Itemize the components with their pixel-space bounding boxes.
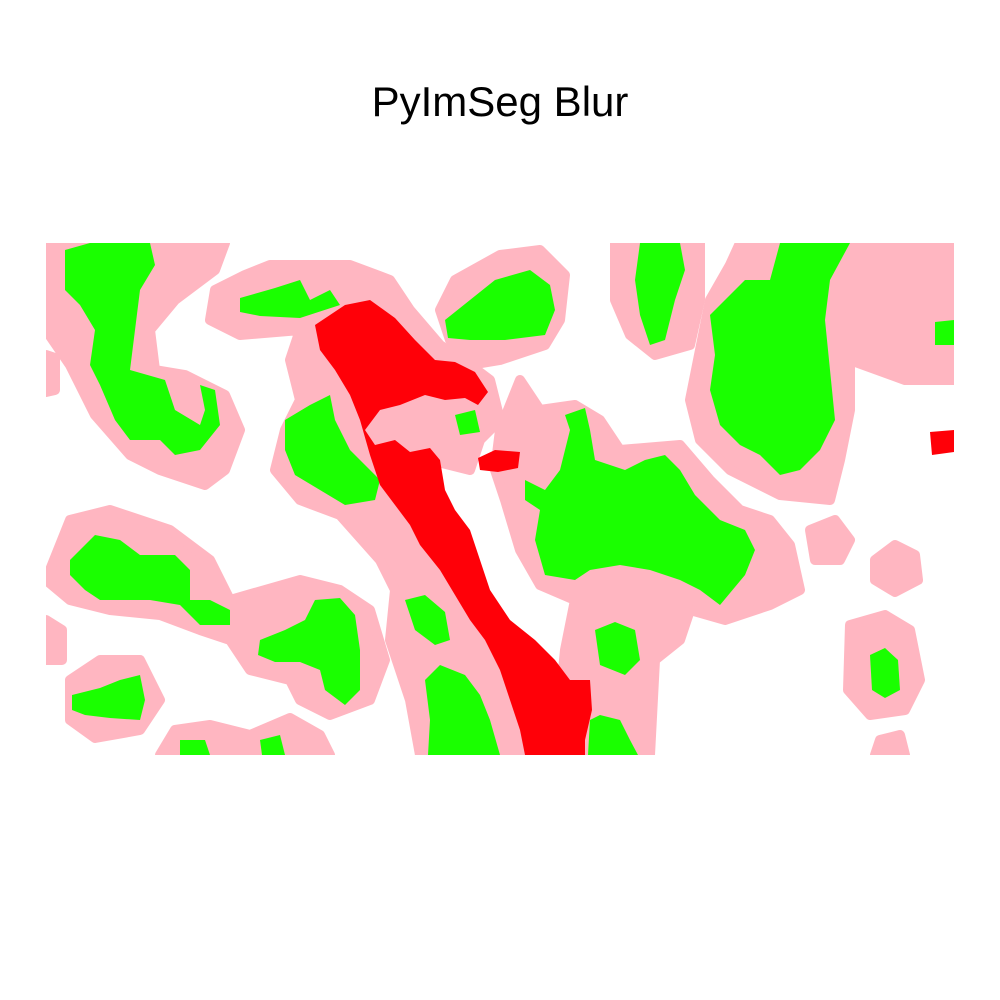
- halo-region: [870, 540, 923, 597]
- foreground-region: [70, 535, 230, 625]
- highlight-region: [478, 450, 520, 472]
- foreground-region: [65, 243, 220, 455]
- foreground-region: [285, 395, 380, 505]
- highlight-region: [315, 300, 592, 755]
- foreground-region: [180, 740, 210, 755]
- foreground-region: [935, 320, 954, 345]
- foreground-region: [72, 675, 145, 720]
- figure-title: PyImSeg Blur: [371, 78, 629, 125]
- halo-region: [46, 350, 60, 397]
- halo-region: [870, 730, 910, 755]
- foreground-region: [405, 595, 450, 645]
- foreground-layer: [65, 243, 954, 755]
- foreground-region: [240, 280, 340, 318]
- halo-region: [805, 515, 855, 565]
- halo-region: [840, 290, 875, 325]
- highlight-layer: [315, 300, 954, 755]
- foreground-region: [525, 408, 755, 605]
- foreground-region: [455, 410, 480, 435]
- foreground-region: [258, 598, 360, 705]
- foreground-region: [870, 648, 900, 698]
- foreground-region: [595, 622, 640, 675]
- halo-region: [46, 615, 67, 665]
- foreground-region: [710, 243, 850, 475]
- foreground-region: [260, 735, 285, 755]
- foreground-region: [588, 715, 638, 755]
- foreground-region: [425, 665, 500, 755]
- highlight-region: [930, 430, 954, 455]
- foreground-region: [445, 270, 555, 340]
- foreground-region: [635, 243, 685, 345]
